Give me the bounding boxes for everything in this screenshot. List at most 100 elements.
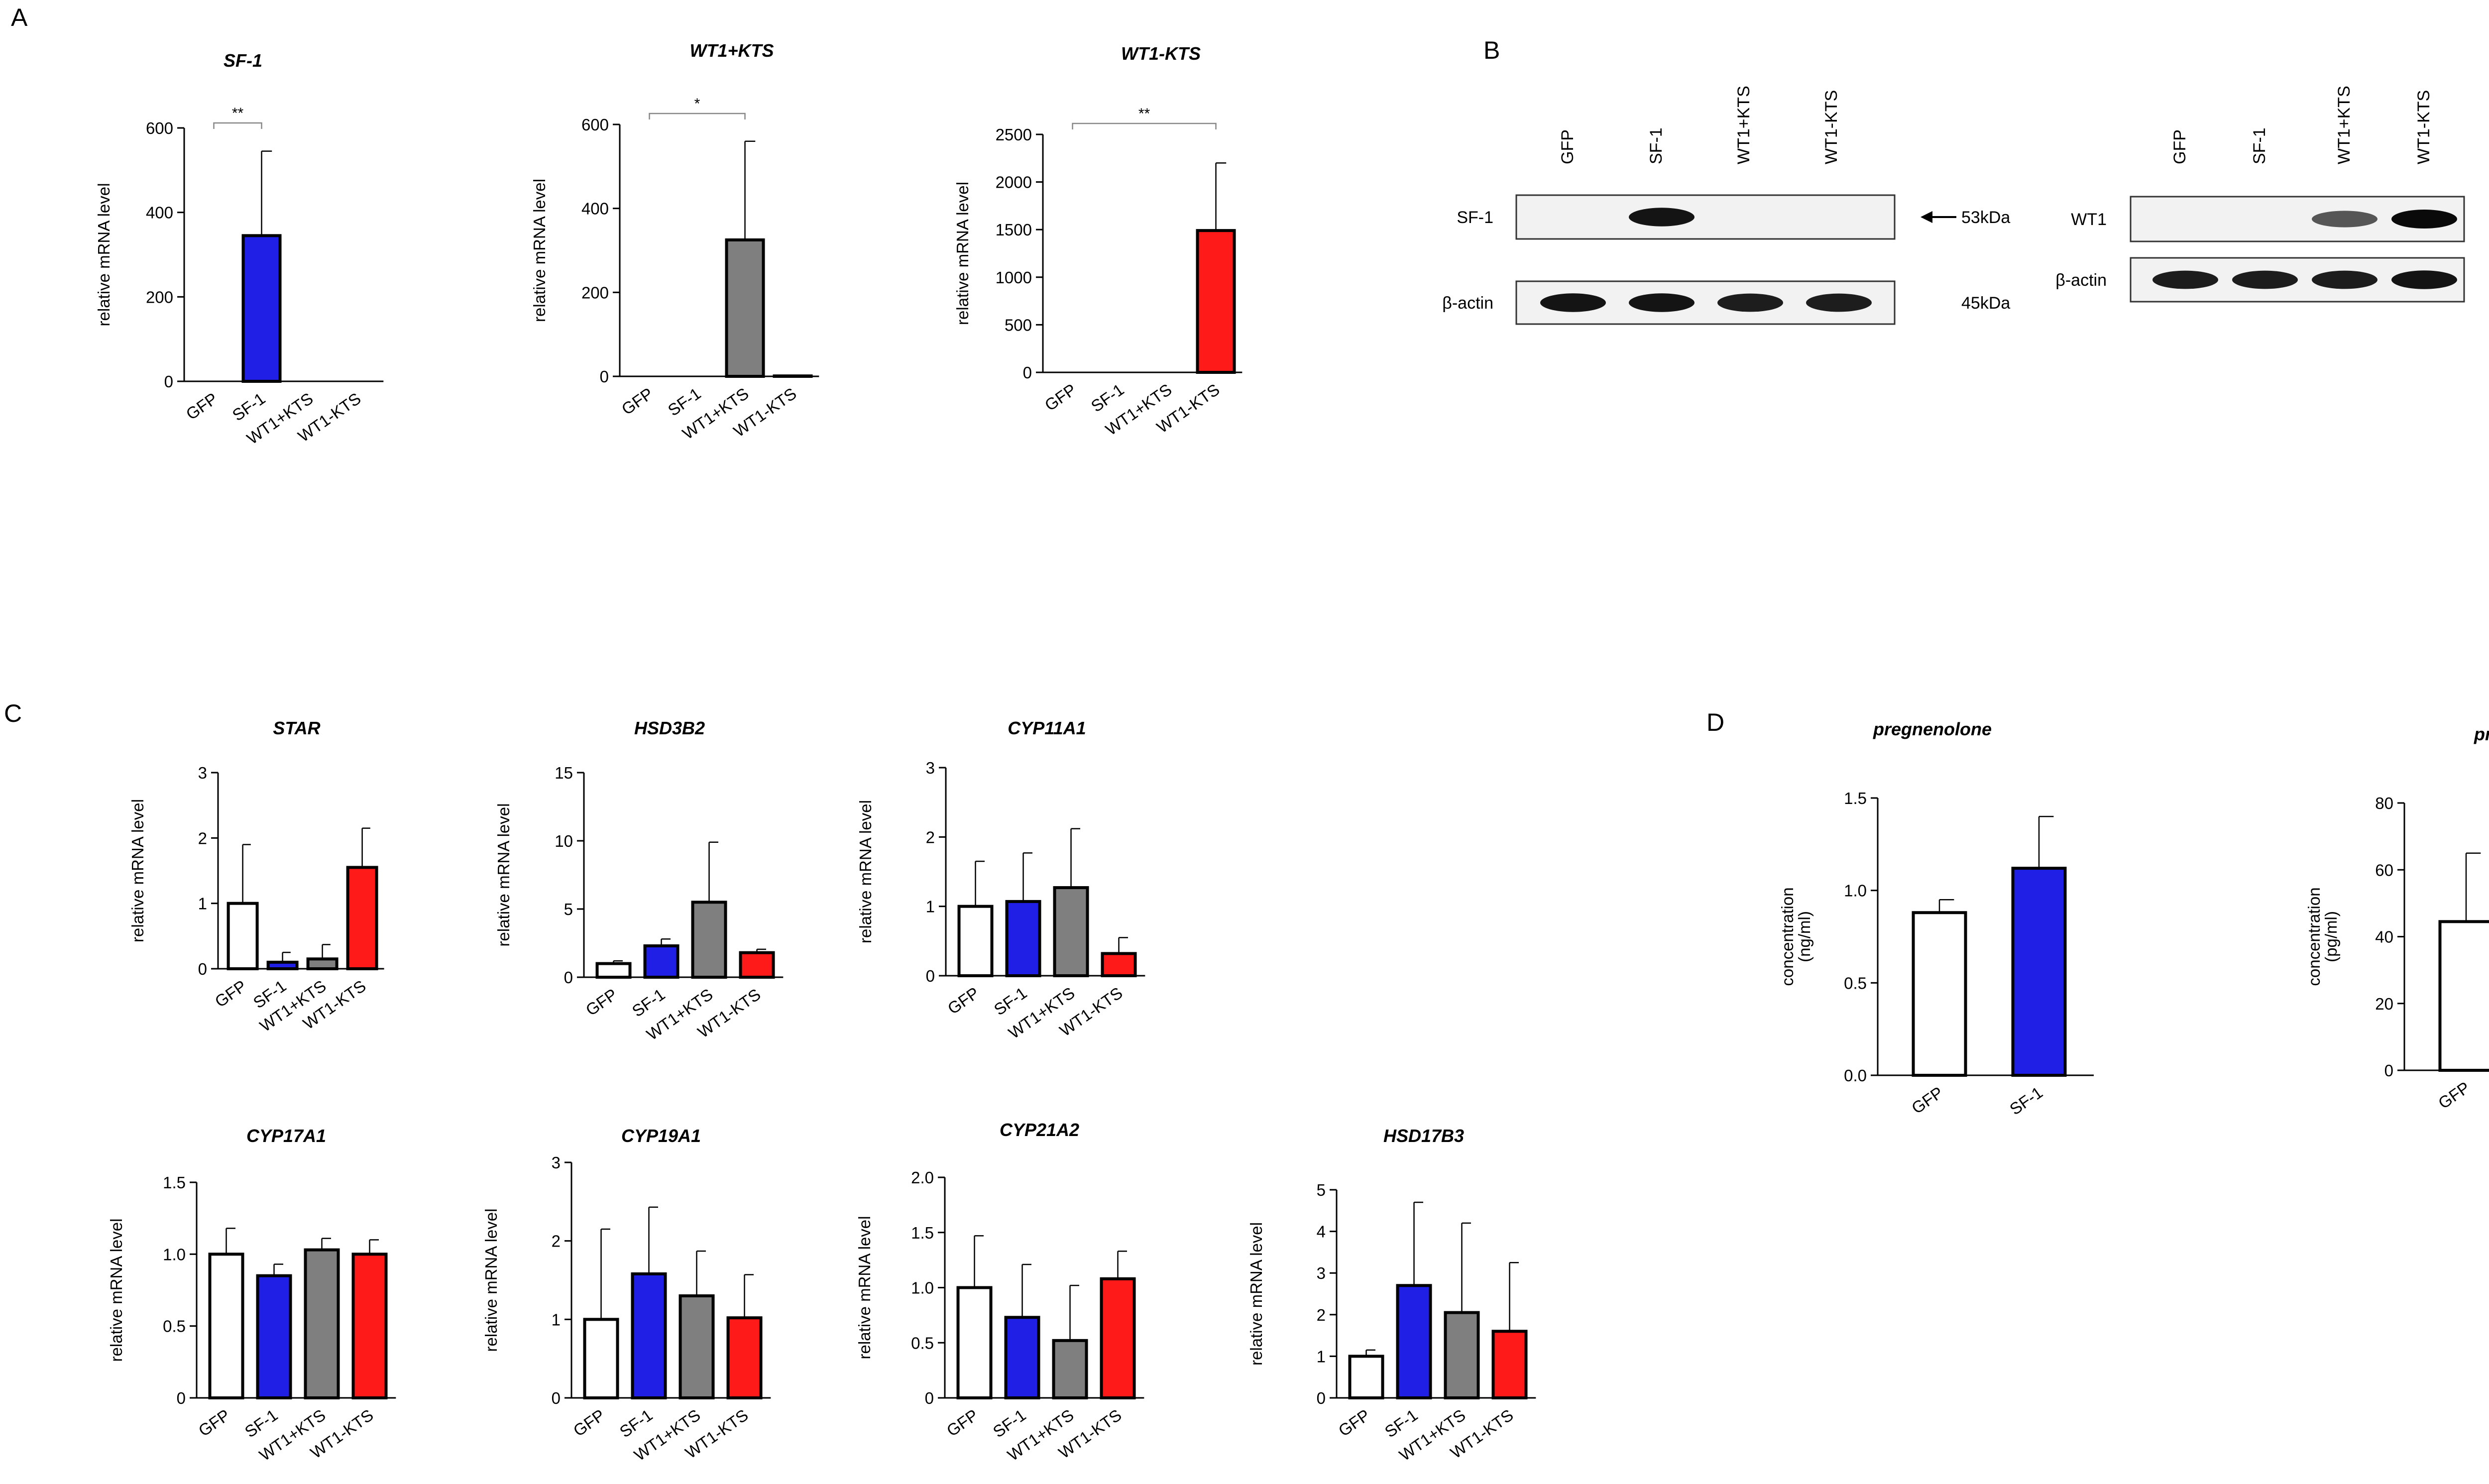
lane-label: SF-1 bbox=[2250, 127, 2269, 164]
y-tick-label: 3 bbox=[198, 764, 207, 782]
y-tick-label: 3 bbox=[552, 1153, 561, 1172]
x-tick-label: GFP bbox=[1041, 380, 1080, 414]
western-blots: GFP SF-1 WT1+KTS WT1-KTS SF-1 53kDa β-actin 45k… bbox=[1442, 86, 2465, 325]
y-tick-label: 0.5 bbox=[163, 1317, 186, 1336]
protein-band bbox=[1629, 293, 1695, 312]
x-tick-label: GFP bbox=[1908, 1083, 1946, 1117]
lane-label: WT1-KTS bbox=[2414, 90, 2433, 164]
panel-letter-b: B bbox=[1483, 36, 1500, 64]
bar-sf-1 bbox=[1005, 900, 1041, 977]
significance-label: ** bbox=[232, 105, 244, 121]
y-axis-label-line: concentration bbox=[2305, 887, 2323, 986]
y-tick-label: 0 bbox=[164, 372, 173, 391]
significance-bracket bbox=[649, 113, 746, 119]
x-tick-label: GFP bbox=[570, 1405, 608, 1440]
chart-title: pregnenolone bbox=[1873, 719, 1992, 739]
y-tick-label: 40 bbox=[2375, 928, 2393, 946]
western-blot-wb2: GFPSF-1WT1+KTSWT1-KTSWT155kDaβ-actin45kD… bbox=[2055, 86, 2465, 303]
y-axis-label: relative mRNA level bbox=[494, 803, 513, 947]
chart-title: WT1-KTS bbox=[1121, 43, 1201, 64]
protein-band bbox=[1717, 293, 1783, 312]
chart-d_preg: pregnenolone 0.0 0.5 1.0 1.5 concentration(ng… bbox=[1778, 719, 2094, 1119]
lane-label: WT1+KTS bbox=[1734, 86, 1753, 164]
y-tick-label: 400 bbox=[581, 200, 609, 218]
y-tick-label: 1 bbox=[926, 898, 935, 916]
blot-size-label: 45kDa bbox=[1961, 294, 2010, 313]
protein-band bbox=[2232, 270, 2298, 289]
chart-title: HSD17B3 bbox=[1383, 1126, 1464, 1146]
blot-row-label: WT1 bbox=[2071, 210, 2107, 229]
arrowhead-icon bbox=[1921, 211, 1932, 223]
bar-gfp bbox=[208, 1253, 244, 1399]
bar-wt1+kts bbox=[1444, 1311, 1480, 1400]
y-tick-label: 0.0 bbox=[1844, 1066, 1867, 1085]
y-tick-label: 1.5 bbox=[163, 1173, 186, 1192]
chart-title: progesterone bbox=[2474, 724, 2489, 744]
blot-row-label: SF-1 bbox=[1457, 208, 1493, 227]
y-tick-label: 200 bbox=[581, 283, 609, 302]
y-tick-label: 1.5 bbox=[1844, 789, 1867, 807]
bar-wt1+kts bbox=[306, 957, 339, 971]
protein-band bbox=[2391, 210, 2457, 228]
y-tick-label: 1.0 bbox=[1844, 882, 1867, 900]
y-tick-label: 1.0 bbox=[911, 1279, 934, 1297]
y-axis-label-line: (pg/ml) bbox=[2322, 911, 2340, 962]
bar-wt1-kts bbox=[726, 1316, 763, 1399]
x-tick-label: GFP bbox=[944, 983, 983, 1018]
protein-band bbox=[2312, 211, 2377, 228]
x-tick-label: SF-1 bbox=[2006, 1083, 2046, 1118]
bar-wt1+kts bbox=[679, 1294, 715, 1400]
y-tick-label: 1.5 bbox=[911, 1224, 934, 1242]
y-tick-label: 1 bbox=[552, 1310, 561, 1329]
bar-sf-1 bbox=[256, 1274, 292, 1399]
bar-wt1+kts bbox=[725, 238, 765, 378]
y-axis-label: relative mRNA level bbox=[107, 1219, 125, 1362]
x-tick-label: GFP bbox=[943, 1405, 982, 1440]
y-axis-label-line: concentration bbox=[1778, 887, 1797, 986]
y-tick-label: 0 bbox=[600, 367, 609, 386]
y-tick-label: 0 bbox=[1317, 1389, 1326, 1407]
blot-size-label: 53kDa bbox=[1961, 208, 2010, 227]
y-tick-label: 2 bbox=[198, 829, 207, 847]
x-tick-label: GFP bbox=[183, 389, 221, 423]
y-tick-label: 0 bbox=[926, 967, 935, 985]
y-tick-label: 80 bbox=[2375, 794, 2393, 812]
chart-title: CYP11A1 bbox=[1008, 718, 1086, 738]
y-tick-label: 0 bbox=[2384, 1061, 2393, 1080]
bar-wt1-kts bbox=[351, 1253, 388, 1399]
y-tick-label: 1.0 bbox=[163, 1245, 186, 1263]
bar-gfp bbox=[1912, 911, 1967, 1077]
y-axis-label: concentration(pg/ml) bbox=[2305, 887, 2340, 986]
bar-wt1-kts bbox=[346, 866, 378, 971]
protein-band bbox=[1806, 293, 1872, 312]
y-axis-label: relative mRNA level bbox=[95, 183, 113, 327]
lane-label: WT1-KTS bbox=[1822, 90, 1841, 164]
lane-label: GFP bbox=[2170, 129, 2189, 164]
y-tick-label: 10 bbox=[555, 832, 573, 850]
y-tick-label: 0.5 bbox=[1844, 974, 1867, 992]
bar-wt1-kts bbox=[1101, 952, 1137, 977]
chart-d_prog: progesterone 0 20 40 60 80 concentration(pg/ml… bbox=[2305, 724, 2489, 1113]
bar-gfp bbox=[595, 962, 632, 979]
y-tick-label: 3 bbox=[926, 759, 935, 777]
y-axis-label: relative mRNA level bbox=[856, 800, 875, 943]
bar-sf-1 bbox=[1004, 1316, 1040, 1399]
chart-title: WT1+KTS bbox=[689, 40, 774, 61]
y-tick-label: 0.5 bbox=[911, 1334, 934, 1352]
bar-gfp bbox=[1348, 1355, 1384, 1399]
y-tick-label: 0 bbox=[552, 1389, 561, 1407]
bar-wt1-kts bbox=[1491, 1330, 1528, 1399]
y-tick-label: 600 bbox=[146, 119, 173, 137]
y-axis-label: relative mRNA level bbox=[482, 1209, 500, 1352]
panel-letter-d: D bbox=[1706, 708, 1724, 736]
y-axis-label: concentration(ng/ml) bbox=[1778, 887, 1813, 986]
chart-title: CYP17A1 bbox=[246, 1126, 326, 1146]
protein-band bbox=[1629, 208, 1695, 227]
